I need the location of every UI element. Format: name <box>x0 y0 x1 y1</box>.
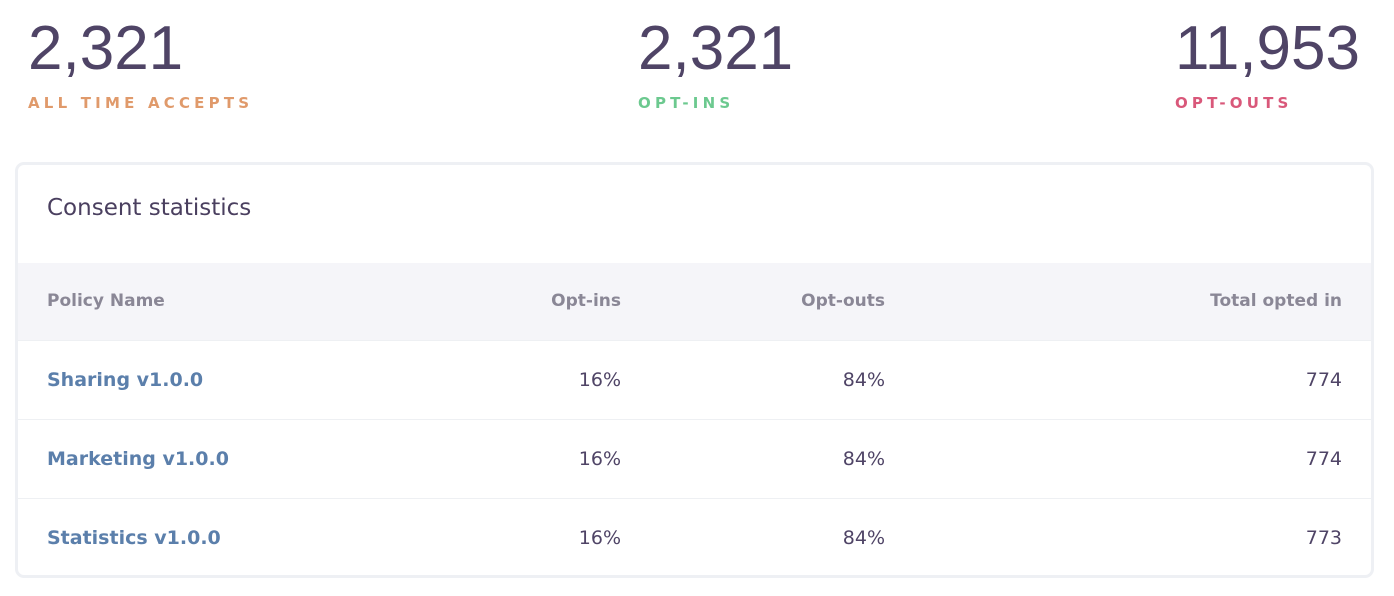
card: Consent statistics Policy Name Opt-ins Opt… <box>15 162 1374 578</box>
stat: 11,953 OPT-OUTS <box>1175 10 1360 116</box>
table-row: Sharing v1.0.0 16% 84% 774 <box>18 340 1371 420</box>
table-row: Statistics v1.0.0 16% 84% 773 <box>18 498 1371 575</box>
stat-value: 2,321 <box>28 14 184 83</box>
table-row: Marketing v1.0.0 16% 84% 774 <box>18 419 1371 499</box>
table-cell: 84% <box>842 448 885 470</box>
stat-label: OPT-INS <box>638 94 735 112</box>
column-header: Total opted in <box>1210 291 1342 311</box>
table-cell: 16% <box>578 369 621 391</box>
table-cell: 773 <box>1305 527 1342 549</box>
policy-link[interactable]: Statistics v1.0.0 <box>47 527 221 549</box>
table-cell: 16% <box>578 448 621 470</box>
table-cell: 774 <box>1305 369 1342 391</box>
table-cell: 84% <box>842 527 885 549</box>
stat-label: ALL TIME ACCEPTS <box>28 94 254 112</box>
stat: 2,321 OPT-INS <box>638 10 793 116</box>
column-header: Policy Name <box>47 291 165 311</box>
card-title: Consent statistics <box>47 195 252 221</box>
policy-link[interactable]: Marketing v1.0.0 <box>47 448 229 470</box>
table-header: Policy Name Opt-ins Opt-outs Total opted in <box>18 263 1371 340</box>
table-cell: 84% <box>842 369 885 391</box>
policy-link[interactable]: Sharing v1.0.0 <box>47 369 204 391</box>
stat-label: OPT-OUTS <box>1174 94 1293 112</box>
column-header: Opt-ins <box>551 291 621 311</box>
stat: 2,321 ALL TIME ACCEPTS <box>28 10 253 116</box>
table-cell: 774 <box>1305 448 1342 470</box>
column-header: Opt-outs <box>801 291 885 311</box>
stat-value: 11,953 <box>1174 14 1360 83</box>
table-cell: 16% <box>578 527 621 549</box>
stat-value: 2,321 <box>638 14 794 83</box>
